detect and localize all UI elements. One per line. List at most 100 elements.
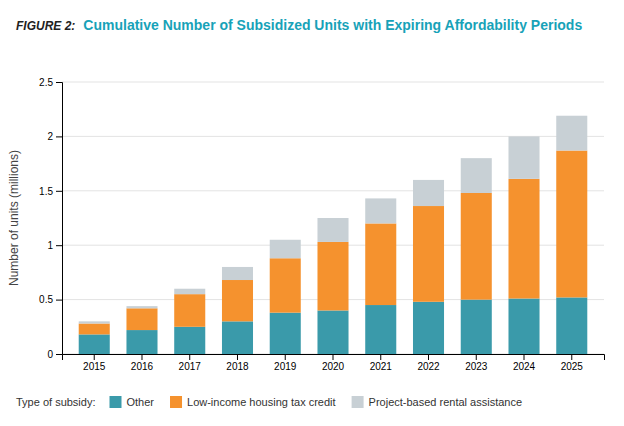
y-tick-label: 2.5 [39, 77, 53, 88]
x-tick-label: 2019 [274, 361, 297, 372]
x-tick-mark [237, 354, 238, 360]
bar [556, 116, 587, 151]
x-tick-label: 2023 [465, 361, 488, 372]
bar [413, 302, 444, 354]
x-axis: 2015 2016 2017 2018 2019 2020 2021 2022 2023 2024… [63, 354, 605, 372]
y-tick: 2 [47, 131, 62, 142]
bar [174, 289, 205, 294]
y-tick-mark [56, 191, 62, 192]
y-axis: 0 0.5 1 1.5 2 2.5 [39, 77, 62, 360]
bar [461, 158, 492, 193]
series [79, 116, 588, 324]
x-tick: 2019 [274, 354, 297, 372]
bar [174, 327, 205, 354]
x-tick: 2024 [513, 354, 536, 372]
figure-label: FIGURE 2: [16, 19, 75, 33]
grid-line [62, 82, 604, 83]
bar [270, 240, 301, 258]
y-tick-mark [56, 136, 62, 137]
y-tick: 0.5 [39, 294, 62, 305]
x-tick-label: 2016 [131, 361, 154, 372]
x-tick: 2016 [131, 354, 154, 372]
y-tick-mark [56, 300, 62, 301]
legend-swatch [352, 396, 364, 408]
bar [461, 193, 492, 300]
bar [79, 324, 110, 335]
bar [461, 300, 492, 354]
legend-item: Low-income housing tax credit [170, 396, 336, 408]
bar [413, 206, 444, 302]
x-tick: 2020 [322, 354, 345, 372]
y-axis-title: Number of units (millions) [7, 150, 21, 286]
bar [222, 321, 253, 354]
bar [174, 294, 205, 327]
chart: FIGURE 2: Cumulative Number of Subsidized… [0, 0, 624, 426]
x-tick-label: 2017 [179, 361, 202, 372]
bar [556, 297, 587, 354]
legend-item: Project-based rental assistance [352, 396, 522, 408]
x-tick-label: 2018 [226, 361, 249, 372]
y-tick-mark [56, 354, 62, 355]
x-tick-label: 2024 [513, 361, 536, 372]
bar [270, 313, 301, 354]
x-tick-mark [571, 354, 572, 360]
legend: Type of subsidy: Other Low-income housing … [16, 396, 522, 408]
y-axis-line [56, 83, 63, 355]
y-tick-label: 1.5 [39, 186, 53, 197]
y-tick-label: 0.5 [39, 294, 53, 305]
bar [365, 198, 396, 223]
y-tick-mark [56, 245, 62, 246]
bar [79, 334, 110, 354]
bar [317, 310, 348, 354]
grid [62, 82, 604, 354]
x-tick-label: 2021 [370, 361, 393, 372]
bar [126, 330, 157, 354]
bar [365, 223, 396, 305]
x-tick-mark [189, 354, 190, 360]
legend-swatch [170, 396, 182, 408]
x-tick-mark [428, 354, 429, 360]
x-tick: 2025 [561, 354, 584, 372]
x-tick-mark [333, 354, 334, 360]
x-tick-mark [141, 354, 142, 360]
x-tick-label: 2022 [417, 361, 440, 372]
bar [126, 308, 157, 330]
x-tick: 2015 [83, 354, 106, 372]
bar [126, 306, 157, 308]
plot: 2015 2016 2017 2018 2019 2020 2021 2022 2023 2024… [39, 77, 604, 372]
bar [222, 280, 253, 321]
y-tick: 1.5 [39, 186, 62, 197]
x-tick: 2018 [226, 354, 249, 372]
x-tick: 2021 [370, 354, 393, 372]
y-tick: 0 [47, 349, 62, 360]
y-tick: 2.5 [39, 77, 62, 88]
bar [317, 218, 348, 242]
x-tick: 2023 [465, 354, 488, 372]
bar [508, 299, 539, 354]
legend-title: Type of subsidy: [16, 396, 96, 408]
y-tick-label: 2 [47, 131, 53, 142]
title: Cumulative Number of Subsidized Units wi… [83, 17, 582, 33]
y-tick-label: 0 [47, 349, 53, 360]
bar [556, 151, 587, 298]
bar [222, 267, 253, 280]
x-tick-label: 2025 [561, 361, 584, 372]
bar [508, 179, 539, 299]
y-tick-mark [56, 82, 62, 83]
legend-label: Other [127, 396, 155, 408]
x-tick-mark [476, 354, 477, 360]
x-axis-line [63, 355, 605, 361]
legend-label: Low-income housing tax credit [187, 396, 336, 408]
bar [508, 136, 539, 178]
x-tick-mark [380, 354, 381, 360]
bar [270, 258, 301, 312]
y-tick-label: 1 [47, 240, 53, 251]
y-tick: 1 [47, 240, 62, 251]
bar [317, 242, 348, 311]
x-tick-mark [524, 354, 525, 360]
x-tick: 2017 [179, 354, 202, 372]
bar [365, 305, 396, 354]
bar [413, 180, 444, 206]
x-tick-label: 2020 [322, 361, 345, 372]
legend-swatch [110, 396, 122, 408]
